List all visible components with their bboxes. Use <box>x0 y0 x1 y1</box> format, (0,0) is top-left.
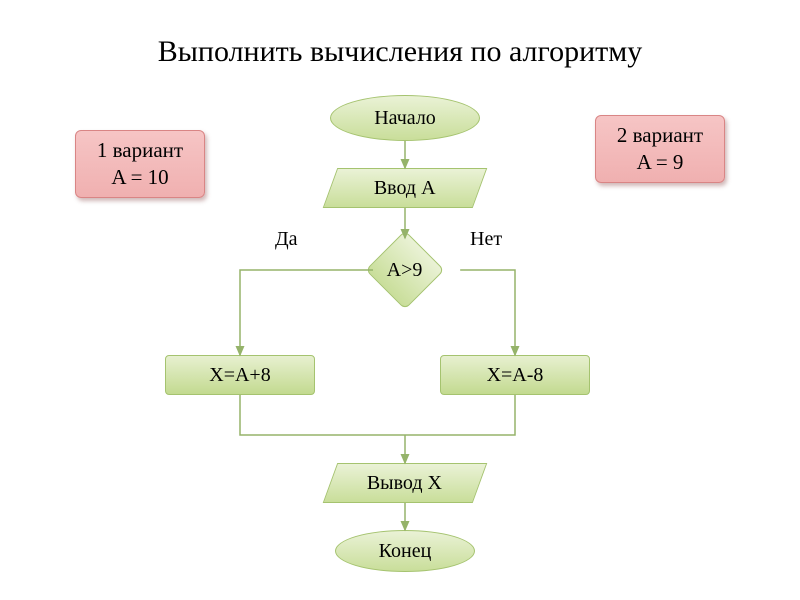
end-node: Конец <box>335 530 475 572</box>
variant-1-box: 1 вариант A = 10 <box>75 130 205 198</box>
process-no-node: X=A-8 <box>440 355 590 395</box>
variant-1-line1: 1 вариант <box>97 137 183 164</box>
no-label: Нет <box>470 228 502 251</box>
variant-2-box: 2 вариант A = 9 <box>595 115 725 183</box>
output-node: Вывод X <box>323 463 488 503</box>
variant-2-line2: A = 9 <box>637 149 684 176</box>
start-node: Начало <box>330 95 480 141</box>
decision-node: A>9 <box>365 230 444 309</box>
output-label: Вывод X <box>367 472 442 495</box>
variant-1-line2: A = 10 <box>111 164 168 191</box>
input-label: Ввод A <box>374 177 436 200</box>
yes-label: Да <box>275 228 298 251</box>
input-node: Ввод A <box>323 168 488 208</box>
page-title: Выполнить вычисления по алгоритму <box>0 35 800 69</box>
decision-label: A>9 <box>387 258 423 281</box>
process-yes-node: X=A+8 <box>165 355 315 395</box>
variant-2-line1: 2 вариант <box>617 122 703 149</box>
